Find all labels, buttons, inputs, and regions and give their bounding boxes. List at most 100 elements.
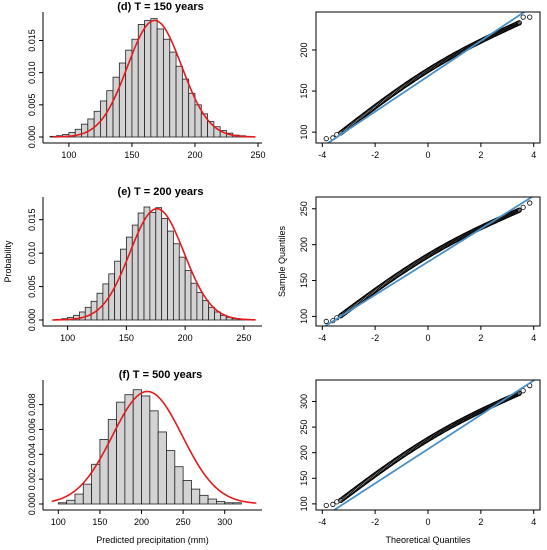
x-tick-label: -2 <box>371 150 379 160</box>
panel-title: (e) T = 200 years <box>118 186 204 198</box>
histogram-bar <box>141 395 151 505</box>
qq-reference-line <box>323 197 534 326</box>
x-tick-label: 100 <box>61 150 76 160</box>
y-tick-label: 100 <box>299 496 309 511</box>
x-tick-label: 4 <box>531 517 536 527</box>
y-tick-label: 100 <box>299 309 309 324</box>
histogram-bar <box>114 260 121 321</box>
qq-tail-point <box>338 497 344 503</box>
y-tick-label: 0.004 <box>27 443 37 466</box>
histogram-bar <box>172 243 180 321</box>
qq-tail-point <box>520 204 526 210</box>
histogram-bar <box>144 20 152 138</box>
x-tick-label: 250 <box>236 333 251 343</box>
y-tick-label: 200 <box>299 42 309 57</box>
x-axis-label: Theoretical Quantiles <box>385 535 471 545</box>
x-tick-label: 0 <box>425 150 430 160</box>
density-curve <box>51 390 257 504</box>
panel-title: (f) T = 500 years <box>119 369 202 381</box>
y-tick-label: 200 <box>299 237 309 252</box>
y-tick-label: 150 <box>299 471 309 486</box>
histogram-bar <box>150 18 158 138</box>
histogram-bar <box>99 439 109 505</box>
histogram-bar <box>178 256 186 321</box>
histogram-bar <box>137 24 145 138</box>
histogram-bar <box>191 488 201 505</box>
qq-tail-point <box>516 390 522 396</box>
x-axis-label: Predicted precipitation (mm) <box>96 535 209 545</box>
x-tick-label: -4 <box>318 517 326 527</box>
histogram-bar <box>120 248 127 321</box>
histogram-bar <box>155 207 163 321</box>
histogram-bar <box>161 217 168 321</box>
x-tick-label: 100 <box>60 333 75 343</box>
y-tick-label: 0.006 <box>27 418 37 441</box>
histogram-bar <box>175 65 183 138</box>
y-tick-label: 100 <box>299 125 309 140</box>
x-tick-label: 150 <box>124 150 139 160</box>
histogram-bar <box>167 230 174 321</box>
x-tick-label: 150 <box>119 333 134 343</box>
histogram-bar <box>181 78 190 138</box>
x-tick-label: 2 <box>478 150 483 160</box>
histogram-bar <box>156 28 164 138</box>
histogram-bar <box>166 450 176 505</box>
x-tick-label: 100 <box>51 517 66 527</box>
x-tick-label: 2 <box>478 333 483 343</box>
qq-tail-point <box>323 318 329 325</box>
y-tick-label: 150 <box>299 273 309 288</box>
histogram-bar <box>202 300 210 321</box>
x-tick-label: 4 <box>531 150 536 160</box>
histogram-bar <box>174 466 184 505</box>
y-tick-label: 0.005 <box>27 275 37 298</box>
histogram-bar <box>116 401 126 505</box>
histogram-bar <box>57 502 68 505</box>
y-tick-label: 0.000 <box>27 309 37 332</box>
histogram-bar <box>149 211 157 321</box>
y-tick-label: 250 <box>299 201 309 216</box>
histogram-bar <box>112 76 120 138</box>
x-tick-label: 0 <box>425 333 430 343</box>
histogram-bar <box>74 493 84 505</box>
y-axis-label: Sample Quantiles <box>277 225 287 297</box>
qq-tail-point <box>520 14 526 20</box>
qq-tail-point <box>323 136 329 142</box>
x-tick-label: -2 <box>371 517 379 527</box>
panel-title: (d) T = 150 years <box>117 1 204 13</box>
qq-tail-point <box>330 501 336 507</box>
qq-tail-point <box>323 502 329 509</box>
y-tick-label: 0.002 <box>27 468 37 491</box>
y-tick-label: 0.000 <box>27 493 37 516</box>
x-tick-label: -2 <box>371 333 379 343</box>
qq-tail-point <box>527 200 533 206</box>
x-tick-label: 250 <box>250 150 265 160</box>
histogram-bar <box>84 306 92 321</box>
qq-tail-point <box>516 20 522 26</box>
y-tick-label: 0.008 <box>27 393 37 416</box>
density-curve <box>52 19 256 138</box>
qq-reference-line <box>332 380 537 510</box>
y-tick-label: 0.010 <box>27 242 37 265</box>
histogram-bar <box>157 431 167 505</box>
density-curve <box>52 207 256 321</box>
x-tick-label: 300 <box>217 517 232 527</box>
x-tick-label: 250 <box>176 517 191 527</box>
x-tick-label: 4 <box>531 333 536 343</box>
x-tick-label: -4 <box>318 150 326 160</box>
x-tick-label: 2 <box>478 517 483 527</box>
histogram-bar <box>184 270 192 321</box>
histogram-bar <box>215 501 226 505</box>
qq-tail-point <box>516 207 522 213</box>
histogram-bar <box>106 90 114 138</box>
x-tick-label: 200 <box>134 517 149 527</box>
histogram-bar <box>224 502 234 505</box>
histogram-bar <box>81 123 89 138</box>
histogram-bar <box>208 306 215 321</box>
histogram-bar <box>82 483 92 505</box>
y-tick-label: 0.005 <box>27 94 37 117</box>
x-tick-label: 200 <box>178 333 193 343</box>
histogram-bar <box>163 38 171 138</box>
histogram-bar <box>132 389 142 505</box>
x-tick-label: 200 <box>187 150 202 160</box>
